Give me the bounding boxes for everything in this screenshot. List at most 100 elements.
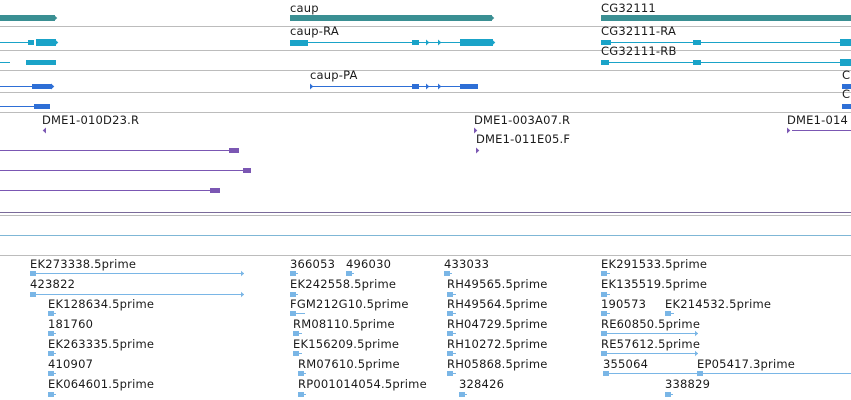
clone-label-dme1-003a07-r[interactable]: DME1-003A07.R [474,113,571,127]
exon-block[interactable] [460,39,493,46]
est-block[interactable] [290,311,296,316]
exon-block[interactable] [290,40,308,46]
est-block[interactable] [290,292,296,297]
transcript-label-caup-ra[interactable]: caup-RA [290,24,339,38]
est-block[interactable] [447,331,453,336]
est-block[interactable] [48,351,54,356]
exon-block[interactable] [840,59,851,66]
exon-block[interactable] [842,104,851,109]
clone-label-dme1-014[interactable]: DME1-014 [787,113,849,127]
est-label[interactable]: 423822 [30,277,76,291]
exon-block[interactable] [693,60,701,65]
triangle-right-icon [787,127,791,134]
est-block[interactable] [447,351,453,356]
est-label[interactable]: EP05417.3prime [697,357,796,371]
clone-label-dme1-011e05-f[interactable]: DME1-011E05.F [476,132,571,146]
est-block[interactable] [665,392,671,397]
est-label[interactable]: RP001014054.5prime [298,377,427,391]
est-label[interactable]: FGM212G10.5prime [290,297,409,311]
exon-block[interactable] [693,40,701,45]
est-label[interactable]: EK135519.5prime [601,277,708,291]
est-label[interactable]: RM08110.5prime [293,317,395,331]
est-label[interactable]: 338829 [665,377,711,391]
est-label[interactable]: EK242558.5prime [290,277,397,291]
est-block[interactable] [48,311,54,316]
exon-block[interactable] [842,84,851,89]
exon-block[interactable] [36,39,56,46]
est-label[interactable]: 496030 [346,257,392,271]
est-label[interactable]: 433033 [444,257,490,271]
est-block[interactable] [603,371,609,376]
transcript-label-c2[interactable]: C [842,87,851,101]
est-block[interactable] [30,292,36,297]
est-block[interactable] [601,292,607,297]
est-block[interactable] [447,311,453,316]
est-block[interactable] [298,371,304,376]
est-block[interactable] [447,292,453,297]
exon-block[interactable] [243,168,251,173]
est-block[interactable] [346,271,352,276]
est-label[interactable]: RH10272.5prime [447,337,548,351]
est-label[interactable]: RE60850.5prime [601,317,701,331]
transcript-label-c1[interactable]: C [842,68,851,82]
est-label[interactable]: RH04729.5prime [447,317,548,331]
est-label[interactable]: RH05868.5prime [447,357,548,371]
est-label[interactable]: EK263335.5prime [48,337,155,351]
exon-block[interactable] [210,188,220,193]
est-block[interactable] [30,271,36,276]
est-block[interactable] [601,311,607,316]
transcript-label-cg32111-rb[interactable]: CG32111-RB [601,44,677,58]
transcript-label-cg32111-ra[interactable]: CG32111-RA [601,24,677,38]
est-block[interactable] [293,331,299,336]
est-label[interactable]: 328426 [459,377,505,391]
est-block[interactable] [447,371,453,376]
est-label[interactable]: EK291533.5prime [601,257,708,271]
est-label[interactable]: RH49564.5prime [447,297,548,311]
est-label[interactable]: RM07610.5prime [298,357,400,371]
est-label[interactable]: 181760 [48,317,94,331]
est-label[interactable]: EK273338.5prime [30,257,137,271]
est-label[interactable]: 355064 [603,357,649,371]
exon-block[interactable] [26,60,56,65]
gene-label-caup[interactable]: caup [290,1,319,15]
exon-block[interactable] [412,84,419,89]
est-label[interactable]: 366053 [290,257,336,271]
est-block[interactable] [48,392,54,397]
gene-label-cg32111[interactable]: CG32111 [601,1,656,15]
est-label[interactable]: EK128634.5prime [48,297,155,311]
est-block[interactable] [665,311,671,316]
est-block[interactable] [298,392,304,397]
est-block[interactable] [48,331,54,336]
est-label[interactable]: 190573 [601,297,647,311]
exon-block[interactable] [412,40,419,45]
est-block[interactable] [697,371,703,376]
gene-bar[interactable] [0,15,55,21]
est-block[interactable] [48,371,54,376]
est-block[interactable] [290,271,296,276]
gene-bar-cg32111[interactable] [601,15,851,21]
est-label[interactable]: EK064601.5prime [48,377,155,391]
est-block[interactable] [459,392,465,397]
gene-bar-caup[interactable] [290,15,492,21]
est-block[interactable] [601,271,607,276]
exon-block[interactable] [840,39,851,46]
est-label[interactable]: RH49565.5prime [447,277,548,291]
triangle-right-icon [54,15,58,21]
exon-block[interactable] [32,84,52,89]
exon-block[interactable] [460,84,478,89]
est-block[interactable] [293,351,299,356]
exon-block[interactable] [28,40,34,45]
est-block[interactable] [601,331,607,336]
est-label[interactable]: RE57612.5prime [601,337,701,351]
exon-block[interactable] [601,60,609,65]
est-label[interactable]: 410907 [48,357,94,371]
exon-block[interactable] [229,148,239,153]
clone-label-dme1-010d23-r[interactable]: DME1-010D23.R [42,113,140,127]
est-label[interactable]: EK214532.5prime [665,297,772,311]
est-label[interactable]: EK156209.5prime [293,337,400,351]
exon-block[interactable] [601,40,611,45]
exon-block[interactable] [34,104,50,109]
transcript-label-caup-pa[interactable]: caup-PA [310,68,358,82]
est-block[interactable] [601,351,607,356]
est-block[interactable] [444,271,450,276]
